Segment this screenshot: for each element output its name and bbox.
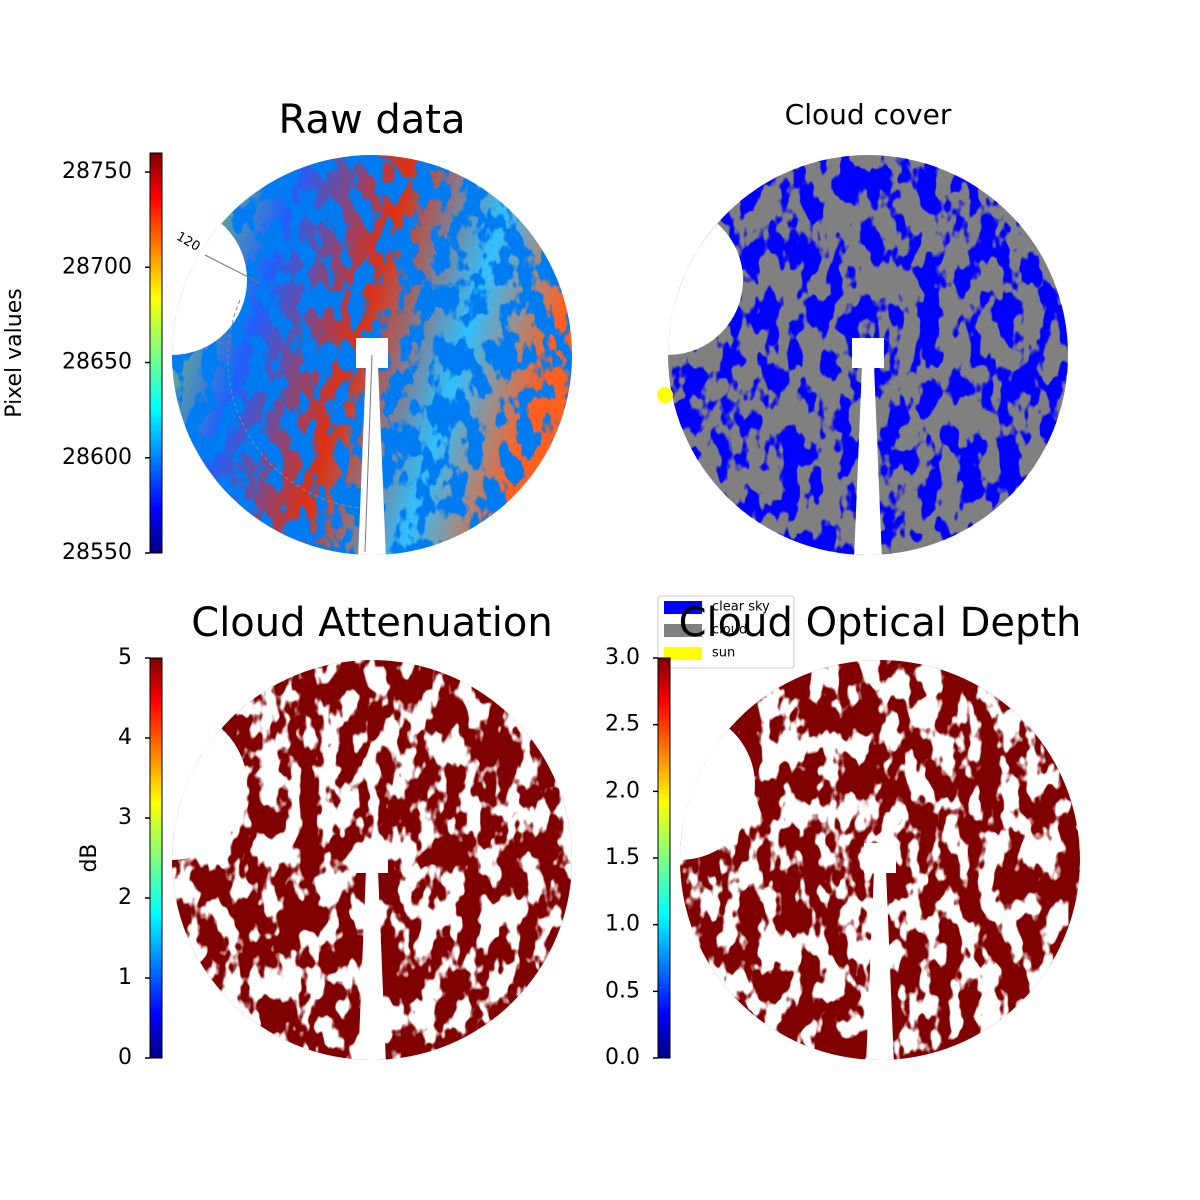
image-area <box>172 660 572 1060</box>
image-area <box>680 660 1080 1060</box>
colorbar-tick-label: 2 <box>118 885 132 910</box>
mask-wedge <box>358 870 386 1060</box>
polar-label: 120 <box>173 229 202 254</box>
legend-swatch <box>664 647 702 660</box>
colorbar-tick-label: 28600 <box>62 445 132 470</box>
panel-title: Cloud cover <box>785 98 952 131</box>
sun-marker <box>657 387 673 403</box>
colorbar-tick-label: 2.5 <box>605 712 640 737</box>
colorbar-tick-label: 3 <box>118 805 132 830</box>
colorbar-tick-label: 5 <box>118 645 132 670</box>
legend-swatch <box>664 601 702 614</box>
colorbar-tick-label: 1.0 <box>605 912 640 937</box>
mask-center <box>356 843 388 873</box>
mask-cut <box>680 710 755 860</box>
image-area <box>172 155 572 555</box>
polar-axis <box>364 354 373 553</box>
polar-ring <box>227 299 361 509</box>
mask-cut <box>668 205 743 355</box>
colorbar-tick-label: 4 <box>118 725 132 750</box>
colorbar <box>657 657 671 1059</box>
mask-wedge <box>866 870 894 1060</box>
colorbar <box>149 657 163 1059</box>
legend-swatch <box>664 624 702 637</box>
colorbar-tick-label: 28550 <box>62 540 132 565</box>
colorbar-tick-label: 0.0 <box>605 1045 640 1070</box>
mask-wedge <box>358 365 386 555</box>
colorbar-tick-label: 2.0 <box>605 778 640 803</box>
mask-wedge <box>854 365 882 555</box>
colorbar-tick-label: 1 <box>118 965 132 990</box>
colorbar-tick-label: 28650 <box>62 350 132 375</box>
panel-title: Cloud Attenuation <box>191 600 552 646</box>
mask-cut <box>172 205 247 355</box>
colorbar-label: Pixel values <box>2 288 27 417</box>
colorbar-tick-label: 0.5 <box>605 978 640 1003</box>
colorbar <box>149 152 163 554</box>
colorbar-label: dB <box>77 843 102 872</box>
panel-title: Cloud Optical Depth <box>679 600 1082 646</box>
legend-label: sun <box>712 646 735 661</box>
image-area <box>668 155 1068 555</box>
mask-cut <box>172 710 247 860</box>
colorbar-tick-label: 1.5 <box>605 845 640 870</box>
mask-center <box>852 338 884 368</box>
legend-label: cloud <box>712 623 747 638</box>
colorbar-tick-label: 0 <box>118 1045 132 1070</box>
colorbar-tick-label: 28750 <box>62 159 132 184</box>
polar-axis <box>204 254 261 284</box>
colorbar-tick-label: 3.0 <box>605 645 640 670</box>
colorbar-tick-label: 28700 <box>62 254 132 279</box>
legend-label: clear sky <box>712 600 770 615</box>
panel-title: Raw data <box>279 97 466 143</box>
mask-center <box>864 843 896 873</box>
